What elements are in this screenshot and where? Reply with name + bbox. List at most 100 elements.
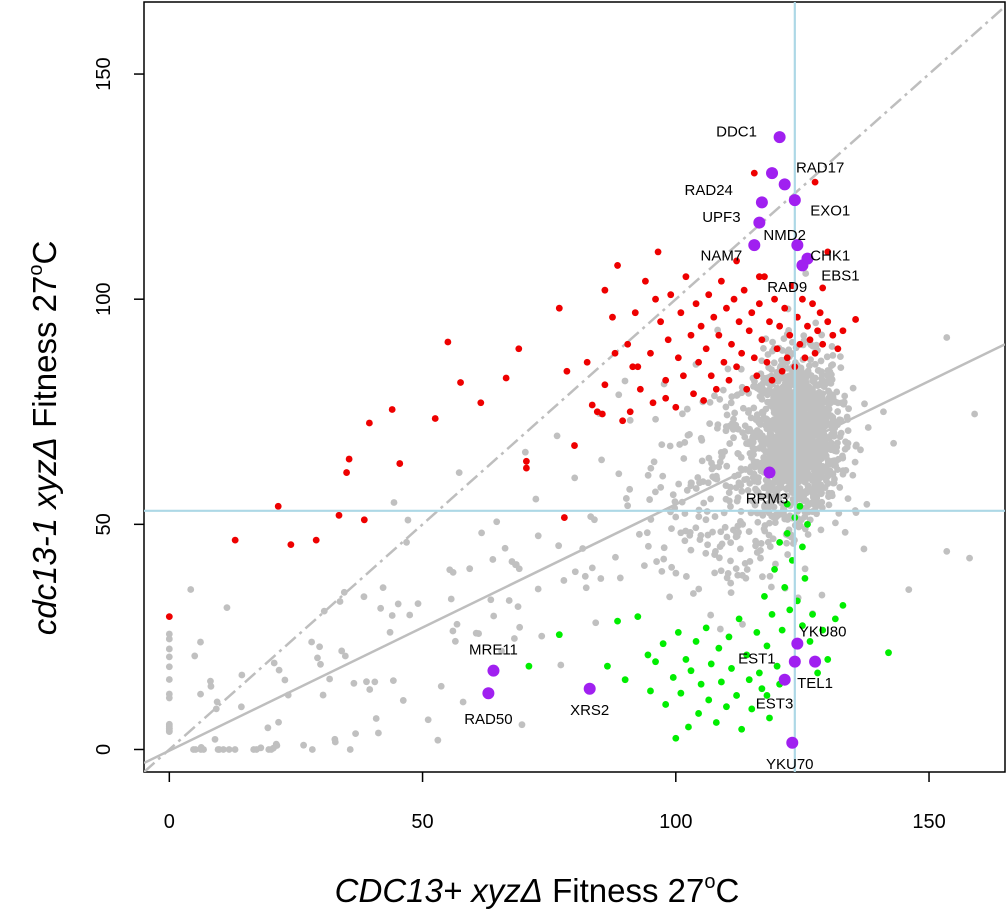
enhancer-point	[702, 624, 710, 632]
background-point	[772, 560, 779, 568]
suppressor-point	[672, 403, 680, 411]
background-point	[742, 466, 749, 473]
background-point	[739, 404, 747, 412]
background-point	[666, 442, 674, 450]
background-point	[757, 546, 764, 554]
background-point	[828, 432, 836, 439]
suppressor-point	[750, 354, 758, 362]
background-point	[776, 454, 784, 462]
background-point	[783, 373, 790, 381]
gene-point-rrm3	[763, 466, 776, 479]
background-point	[813, 393, 821, 400]
enhancer-point	[773, 662, 781, 670]
background-point	[187, 586, 195, 593]
background-point	[827, 379, 835, 387]
background-point	[817, 443, 825, 450]
suppressor-point	[657, 318, 664, 326]
x-tick-label: 100	[659, 811, 692, 833]
background-point	[653, 558, 660, 565]
background-point	[694, 474, 702, 481]
background-point	[534, 585, 542, 593]
background-point	[211, 735, 219, 743]
background-point	[708, 465, 716, 473]
background-point	[225, 746, 233, 753]
background-point	[772, 462, 780, 470]
suppressor-point	[396, 460, 404, 467]
background-point	[466, 565, 474, 573]
background-point	[741, 422, 749, 430]
background-point	[352, 730, 359, 738]
suppressor-point	[601, 286, 609, 294]
background-point	[785, 473, 793, 481]
background-point	[677, 529, 685, 537]
background-point	[732, 484, 740, 492]
background-point	[308, 746, 316, 753]
background-point	[777, 428, 785, 435]
background-point	[769, 338, 776, 346]
enhancer-point	[743, 651, 751, 659]
background-point	[767, 583, 775, 591]
enhancer-point	[692, 638, 700, 645]
background-point	[825, 501, 833, 509]
background-point	[823, 414, 831, 421]
suppressor-point	[717, 277, 725, 285]
suppressor-point	[654, 248, 662, 256]
enhancer-point	[659, 640, 667, 648]
background-point	[695, 585, 703, 593]
suppressor-point	[598, 410, 606, 418]
background-point	[598, 456, 605, 464]
background-point	[816, 472, 824, 480]
suppressor-point	[700, 397, 708, 404]
enhancer-point	[677, 689, 685, 697]
suppressor-point	[712, 385, 720, 393]
gene-label-rad50: RAD50	[464, 711, 512, 728]
background-point	[374, 729, 382, 737]
gene-point-nam7	[748, 239, 761, 252]
background-point	[798, 455, 806, 463]
enhancer-point	[669, 674, 677, 681]
background-point	[823, 443, 831, 450]
background-point	[811, 374, 819, 382]
x-axis: 0 50 100 150	[164, 772, 946, 833]
background-point	[837, 429, 845, 437]
suppressor-point	[733, 257, 740, 265]
background-point	[735, 528, 742, 536]
background-point	[712, 472, 720, 480]
background-point	[804, 371, 812, 378]
suppressor-point	[748, 309, 756, 317]
background-point	[671, 498, 679, 506]
background-point	[798, 394, 805, 402]
enhancer-point	[771, 565, 778, 573]
enhancer-point	[783, 529, 791, 537]
suppressor-point	[287, 541, 295, 549]
background-point	[802, 270, 810, 277]
enhancer-point	[717, 678, 725, 686]
suppressor-point	[360, 516, 368, 524]
suppressor-point	[758, 336, 766, 344]
suppressor-point	[819, 340, 827, 348]
background-point	[666, 593, 674, 601]
background-point	[706, 420, 714, 428]
suppressor-point	[799, 295, 806, 303]
background-point	[743, 566, 751, 573]
background-point	[734, 425, 742, 433]
background-point	[816, 481, 824, 489]
background-point	[399, 697, 407, 704]
background-point	[730, 434, 737, 442]
background-point	[785, 346, 793, 354]
suppressor-point	[588, 401, 596, 409]
background-point	[644, 471, 652, 479]
enhancer-point	[753, 629, 761, 636]
enhancer-point	[728, 665, 735, 672]
background-point	[532, 495, 540, 503]
background-point	[579, 545, 587, 552]
suppressor-point	[816, 309, 824, 317]
suppressor-point	[783, 354, 791, 362]
suppressor-point	[674, 354, 682, 362]
gene-point-xrs2	[583, 682, 596, 695]
background-point	[275, 718, 282, 726]
gene-point-rad24	[766, 167, 779, 180]
background-point	[300, 741, 307, 749]
background-point	[744, 486, 752, 494]
